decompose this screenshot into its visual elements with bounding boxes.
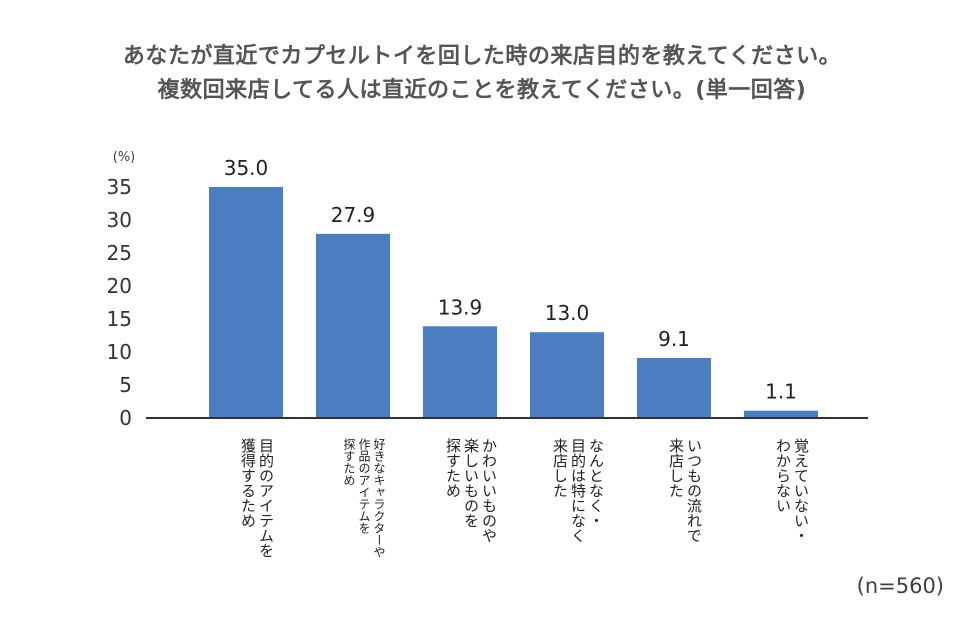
category-label: 目的のアイテムを獲得するため	[239, 438, 275, 558]
y-tick-label: 5	[119, 373, 132, 397]
y-tick-label: 10	[107, 340, 132, 364]
bar	[530, 332, 604, 418]
bar-value-label: 13.9	[438, 295, 483, 319]
bar-value-label: 9.1	[658, 327, 690, 351]
sample-size-note: (n=560)	[856, 574, 944, 598]
category-label: 覚えていない・わからない	[774, 438, 810, 543]
bar-value-label: 13.0	[545, 301, 590, 325]
y-tick-label: 0	[119, 406, 132, 430]
y-axis-unit-label: (%)	[113, 150, 136, 165]
y-tick-label: 20	[107, 274, 132, 298]
y-tick-label: 15	[107, 307, 132, 331]
bar	[637, 357, 711, 418]
chart-title-line-2: 複数回来店してる人は直近のことを教えてください。(単一回答)	[157, 78, 807, 103]
bar	[744, 410, 818, 418]
category-label: かわいいものや楽しいものを探すため	[444, 438, 498, 543]
category-label: なんとなく・目的は特になく来店した	[551, 438, 605, 543]
category-label: いつもの流れで来店した	[667, 438, 703, 543]
chart-title: あなたが直近でカプセルトイを回した時の来店目的を教えてください。 複数回来店して…	[0, 40, 964, 108]
y-tick-label: 25	[107, 241, 132, 265]
bar	[209, 187, 283, 418]
y-tick-label: 30	[107, 208, 132, 232]
bar	[423, 326, 497, 418]
bar-value-label: 35.0	[224, 156, 269, 180]
bar	[316, 233, 390, 418]
bar-value-label: 27.9	[331, 203, 376, 227]
category-label: 好きなキャラクターや作品のアイテムを探すため	[342, 438, 386, 558]
chart-title-line-1: あなたが直近でカプセルトイを回した時の来店目的を教えてください。	[122, 44, 842, 69]
bar-value-label: 1.1	[765, 380, 797, 404]
y-tick-label: 35	[107, 175, 132, 199]
